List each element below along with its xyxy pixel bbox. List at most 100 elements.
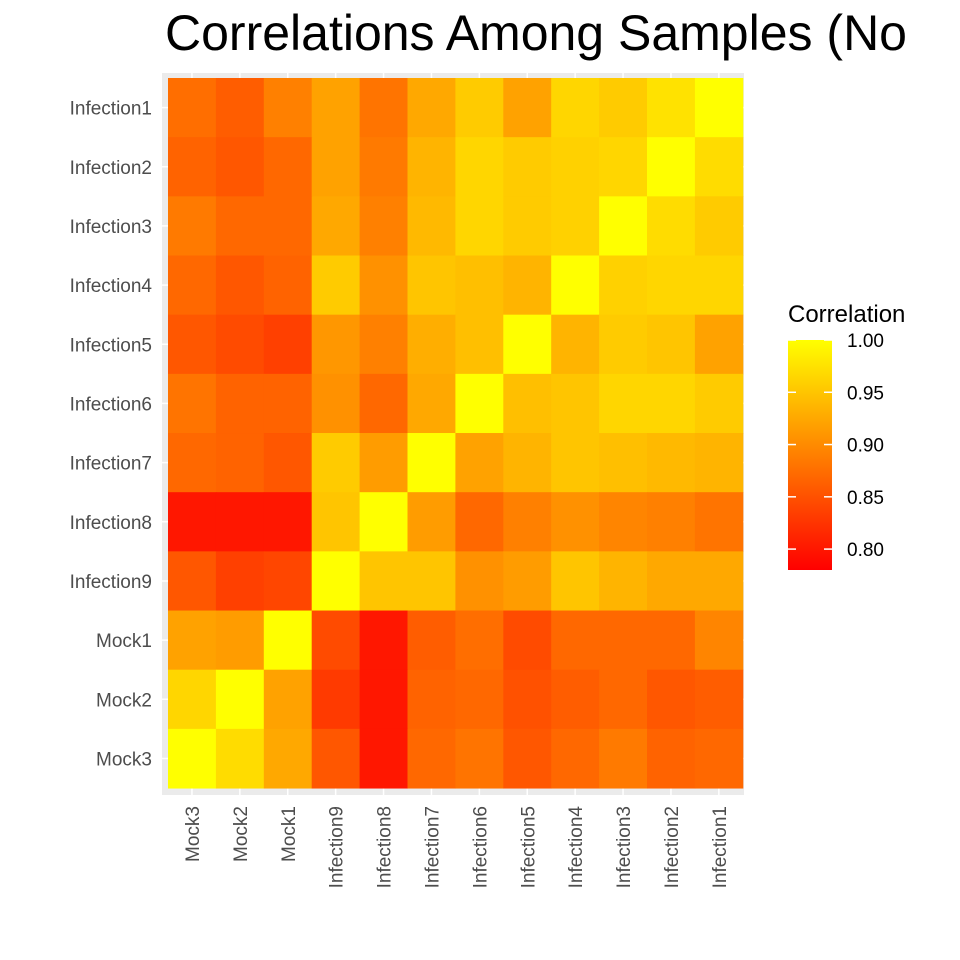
heatmap-cell: Infection6 / Mock3: 0.88 bbox=[168, 373, 217, 434]
heatmap-cell: Infection3 / Infection5: 0.955 bbox=[503, 196, 552, 257]
heatmap-cell: Infection8 / Infection8: 1 bbox=[359, 492, 408, 552]
heatmap-cell: Infection1 / Infection5: 0.92 bbox=[503, 78, 552, 138]
x-tick-label: Infection4 bbox=[566, 806, 587, 889]
heatmap-cell: Infection1 / Infection1: 1 bbox=[694, 78, 744, 138]
heatmap-cell: Infection6 / Infection7: 0.925 bbox=[407, 373, 456, 434]
heatmap-cell: Infection7 / Mock3: 0.87 bbox=[168, 433, 217, 493]
heatmap-cell: Infection1 / Infection8: 0.88 bbox=[359, 78, 408, 138]
heatmap-cell: Infection7 / Infection1: 0.935 bbox=[694, 433, 744, 493]
x-tick-label: Infection3 bbox=[614, 806, 635, 888]
y-tick-label: Infection9 bbox=[70, 572, 152, 593]
heatmap-cell: Infection4 / Infection9: 0.955 bbox=[311, 255, 361, 316]
heatmap-cell: Mock2 / Infection5: 0.85 bbox=[503, 669, 552, 730]
heatmap-cell: Infection5 / Mock3: 0.855 bbox=[168, 314, 217, 375]
heatmap-cell: Infection8 / Infection6: 0.87 bbox=[455, 492, 504, 552]
y-tick-label: Infection2 bbox=[70, 158, 152, 179]
heatmap-cell: Infection7 / Infection9: 0.955 bbox=[311, 433, 361, 493]
heatmap-cell: Infection5 / Mock1: 0.835 bbox=[263, 314, 313, 375]
heatmap-cell: Infection9 / Infection6: 0.905 bbox=[455, 551, 504, 612]
heatmap-cell: Infection3 / Mock1: 0.87 bbox=[263, 196, 313, 257]
heatmap-cell: Infection9 / Infection2: 0.925 bbox=[647, 551, 696, 612]
x-tick-label: Infection5 bbox=[518, 806, 539, 888]
heatmap-cell: Infection8 / Infection7: 0.915 bbox=[407, 492, 456, 552]
legend-tick-label: 0.80 bbox=[847, 540, 884, 561]
heatmap-cell: Mock3 / Infection3: 0.885 bbox=[599, 728, 648, 789]
heatmap-cell: Infection8 / Infection4: 0.905 bbox=[551, 492, 600, 552]
heatmap-cell: Infection2 / Infection1: 0.97 bbox=[694, 137, 744, 197]
heatmap-cell: Infection4 / Mock1: 0.865 bbox=[263, 255, 313, 316]
heatmap-cell: Infection6 / Infection5: 0.945 bbox=[503, 373, 552, 434]
heatmap-cell: Infection7 / Infection3: 0.945 bbox=[599, 433, 648, 493]
heatmap-cell: Mock2 / Infection7: 0.865 bbox=[407, 669, 456, 730]
heatmap-cell: Infection2 / Infection7: 0.935 bbox=[407, 137, 456, 197]
heatmap-cell: Mock2 / Mock3: 0.965 bbox=[168, 669, 217, 730]
heatmap-cell: Infection9 / Infection9: 1 bbox=[311, 551, 361, 612]
heatmap-cell: Infection3 / Infection1: 0.955 bbox=[694, 196, 744, 257]
y-tick-label: Infection8 bbox=[70, 513, 152, 534]
heatmap-cell: Infection1 / Infection2: 0.975 bbox=[647, 78, 696, 138]
heatmap-cell: Infection3 / Infection9: 0.925 bbox=[311, 196, 361, 257]
x-tick-label: Infection1 bbox=[710, 806, 731, 888]
heatmap-cell: Mock1 / Infection8: 0.8 bbox=[359, 610, 408, 671]
heatmap-cell: Mock1 / Infection4: 0.87 bbox=[551, 610, 600, 671]
legend-tick-label: 0.95 bbox=[847, 383, 884, 404]
legend-tick-label: 0.85 bbox=[847, 488, 884, 509]
heatmap-cell: Infection2 / Infection8: 0.885 bbox=[359, 137, 408, 197]
heatmap-cell: Mock2 / Infection6: 0.87 bbox=[455, 669, 504, 730]
heatmap-cell: Mock1 / Mock1: 1 bbox=[263, 610, 313, 671]
heatmap-cell: Mock2 / Infection2: 0.855 bbox=[647, 669, 696, 730]
heatmap-cell: Infection1 / Infection3: 0.955 bbox=[599, 78, 648, 138]
y-tick-label: Infection1 bbox=[70, 99, 152, 120]
heatmap-cell: Infection2 / Infection4: 0.96 bbox=[551, 137, 600, 197]
heatmap-cell: Infection4 / Infection3: 0.96 bbox=[599, 255, 648, 316]
heatmap-cell: Mock1 / Infection3: 0.87 bbox=[599, 610, 648, 671]
x-tick-label: Mock2 bbox=[231, 806, 252, 862]
heatmap-cell: Mock1 / Infection6: 0.875 bbox=[455, 610, 504, 671]
heatmap-cell: Mock2 / Mock2: 1 bbox=[215, 669, 265, 730]
heatmap-cell: Infection6 / Infection1: 0.955 bbox=[694, 373, 744, 434]
heatmap-cell: Infection6 / Infection3: 0.965 bbox=[599, 373, 648, 434]
heatmap-cell: Infection2 / Mock2: 0.855 bbox=[215, 137, 265, 197]
heatmap-cell: Infection4 / Mock3: 0.87 bbox=[168, 255, 217, 316]
x-tick-label: Mock3 bbox=[183, 806, 204, 862]
legend-tick-label: 1.00 bbox=[847, 331, 884, 352]
heatmap-cell: Infection3 / Mock3: 0.885 bbox=[168, 196, 217, 257]
heatmap-cell: Infection1 / Infection7: 0.925 bbox=[407, 78, 456, 138]
heatmap-cell: Infection9 / Mock3: 0.855 bbox=[168, 551, 217, 612]
heatmap-cell: Mock2 / Infection4: 0.86 bbox=[551, 669, 600, 730]
heatmap-cell: Mock1 / Infection1: 0.895 bbox=[694, 610, 744, 671]
heatmap-cell: Mock3 / Infection7: 0.87 bbox=[407, 728, 456, 789]
y-tick-label: Infection7 bbox=[70, 454, 152, 475]
heatmap-cell: Mock2 / Infection3: 0.87 bbox=[599, 669, 648, 730]
heatmap-cell: Infection6 / Mock2: 0.865 bbox=[215, 373, 265, 434]
legend: Correlation 1.00 0.95 0.90 0.85 0.80 bbox=[788, 301, 905, 570]
heatmap-cell: Mock3 / Infection4: 0.87 bbox=[551, 728, 600, 789]
x-tick-label: Infection9 bbox=[327, 806, 348, 888]
x-axis-labels: Mock3 Mock2 Mock1 Infection9 Infection8 Infec… bbox=[183, 806, 731, 889]
heatmap-cell: Infection9 / Mock1: 0.84 bbox=[263, 551, 313, 612]
x-tick-label: Infection8 bbox=[375, 806, 396, 888]
heatmap-cell: Mock3 / Infection9: 0.855 bbox=[311, 728, 361, 789]
heatmap-cell: Infection5 / Mock2: 0.845 bbox=[215, 314, 265, 375]
heatmap-cell: Infection9 / Mock2: 0.835 bbox=[215, 551, 265, 612]
heatmap-cell: Infection5 / Infection4: 0.935 bbox=[551, 314, 600, 375]
heatmap-cell: Infection9 / Infection5: 0.915 bbox=[503, 551, 552, 612]
heatmap-cell: Infection1 / Infection6: 0.955 bbox=[455, 78, 504, 138]
heatmap-cell: Infection8 / Infection1: 0.88 bbox=[694, 492, 744, 552]
heatmap-cell: Infection2 / Infection3: 0.965 bbox=[599, 137, 648, 197]
x-tick-label: Infection6 bbox=[470, 806, 491, 888]
heatmap-cell: Infection2 / Infection2: 1 bbox=[647, 137, 696, 197]
heatmap-cell: Infection4 / Infection2: 0.965 bbox=[647, 255, 696, 316]
heatmap-cell: Infection7 / Mock1: 0.855 bbox=[263, 433, 313, 493]
y-tick-label: Mock1 bbox=[96, 631, 152, 652]
heatmap-cell: Infection6 / Mock1: 0.865 bbox=[263, 373, 313, 434]
heatmap-cell: Mock3 / Mock2: 0.97 bbox=[215, 728, 265, 789]
heatmap-cells: Infection1 / Mock3: 0.875Infection1 / Mo… bbox=[168, 78, 744, 789]
heatmap-cell: Infection4 / Infection5: 0.935 bbox=[503, 255, 552, 316]
heatmap-cell: Mock2 / Infection8: 0.8 bbox=[359, 669, 408, 730]
heatmap-cell: Mock3 / Mock1: 0.925 bbox=[263, 728, 313, 789]
legend-ticks: 1.00 0.95 0.90 0.85 0.80 bbox=[788, 331, 884, 561]
heatmap-cell: Infection6 / Infection8: 0.87 bbox=[359, 373, 408, 434]
heatmap-cell: Mock2 / Infection1: 0.86 bbox=[694, 669, 744, 730]
legend-tick-label: 0.90 bbox=[847, 436, 884, 457]
